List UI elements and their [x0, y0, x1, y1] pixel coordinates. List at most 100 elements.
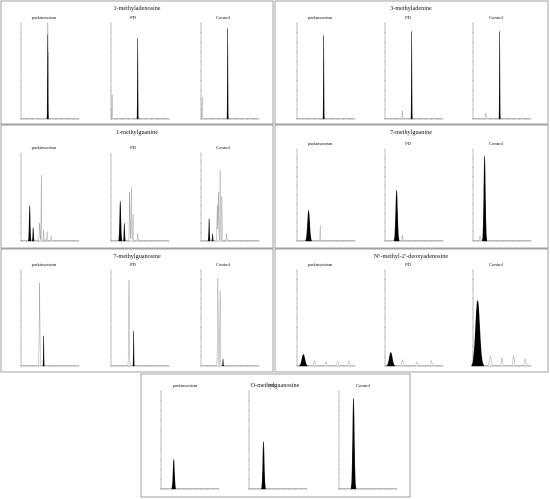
subplot-title-control: Control [216, 145, 231, 150]
integrated-peak [136, 38, 139, 120]
chromatogram-trace [201, 28, 259, 119]
subplot-pd [110, 22, 170, 120]
panel-o-methylguanosine: O-methylguanosine parkinsonism PD Contro… [140, 373, 411, 498]
chromatogram-trace [385, 351, 443, 366]
integrated-peak [305, 210, 312, 242]
panel-1-methyladenosine: 1-methyladenosine parkinsonism PD Contro… [0, 0, 274, 125]
integrated-peak [386, 352, 396, 367]
integrated-peak [211, 233, 214, 242]
panel-frame [274, 0, 549, 125]
panel-7-methylguanine: 7-methylguanine parkinsonism PD Control [274, 124, 549, 249]
subplot-title-parkinsonism: parkinsonism [32, 15, 57, 20]
integrated-peak [322, 35, 325, 120]
subplot-control [200, 22, 260, 120]
subplot-title-parkinsonism: parkinsonism [308, 141, 333, 146]
subplot-title-control: Control [489, 141, 504, 146]
subplot-title-parkinsonism: parkinsonism [32, 262, 57, 267]
subplot-parkinsonism [296, 22, 356, 120]
subplot-title-control: Control [216, 262, 231, 267]
subplot-title-parkinsonism: parkinsonism [308, 262, 333, 267]
panel-frame [0, 248, 274, 373]
integrated-peak [28, 205, 32, 242]
subplot-pd [110, 152, 170, 242]
subplot-parkinsonism [296, 148, 356, 242]
panel-title: O-methylguanosine [251, 382, 300, 389]
subplot-title-parkinsonism: parkinsonism [173, 383, 198, 388]
subplot-title-control: Control [489, 15, 504, 20]
integrated-peak [171, 459, 176, 490]
subplot-title-pd: PD [130, 15, 137, 20]
panel-7-methylguanosine: 7-methylguanosine parkinsonism PD Contro… [0, 248, 274, 373]
integrated-peak [47, 51, 49, 120]
subplot-control [338, 390, 398, 490]
subplot-title-pd: PD [130, 145, 137, 150]
chromatogram-trace [339, 398, 397, 489]
subplot-parkinsonism [296, 269, 356, 367]
integrated-peak [118, 201, 123, 242]
integrated-peak [393, 190, 400, 242]
subplot-parkinsonism [20, 269, 80, 367]
subplot-pd [384, 148, 444, 242]
subplot-title-control: Control [489, 262, 504, 267]
subplot-pd [110, 269, 170, 367]
chromatogram-trace [249, 441, 307, 489]
subplot-title-pd: PD [269, 383, 276, 388]
integrated-peak [132, 331, 135, 367]
panel-frame [0, 0, 274, 125]
integrated-peak [31, 227, 35, 242]
subplot-title-pd: PD [130, 262, 137, 267]
panel-frame [0, 124, 274, 249]
subplot-parkinsonism [20, 22, 80, 120]
integrated-peak [471, 300, 484, 367]
subplot-title-parkinsonism: parkinsonism [32, 145, 57, 150]
subplot-parkinsonism [160, 390, 220, 490]
panel-3-methyladenine: 3-methyladenine parkinsonism PD Control [274, 0, 549, 125]
subplot-title-control: Control [216, 15, 231, 20]
subplot-control [471, 269, 532, 367]
subplot-control [200, 269, 260, 367]
integrated-peak [498, 31, 501, 120]
chromatogram-trace [201, 278, 259, 366]
subplot-title-pd: PD [405, 262, 412, 267]
panel-1-methylguanine: 1-methylguanine parkinsonism PD Control [0, 124, 274, 249]
chromatogram-trace [111, 37, 169, 119]
panel-title: 3-methyladenine [390, 5, 432, 12]
chromatogram-trace [201, 170, 259, 241]
integrated-peak [207, 218, 211, 242]
integrated-peak [482, 156, 488, 242]
subplot-pd [384, 22, 444, 120]
integrated-peak [350, 398, 357, 490]
panel-title: 7-methylguanine [390, 129, 432, 136]
panel-title: N⁶-methyl-2′-deoxyadenosine [374, 253, 449, 260]
chromatogram-trace [21, 22, 79, 119]
subplot-pd [248, 390, 308, 490]
panel-frame [140, 373, 411, 498]
subplot-parkinsonism [20, 152, 80, 242]
integrated-peak [226, 28, 229, 120]
panel-title: 1-methylguanine [116, 129, 158, 136]
chromatogram-trace [385, 31, 443, 119]
integrated-peak [261, 441, 266, 490]
panel-n6-methyl-2-deoxyadenosine: N⁶-methyl-2′-deoxyadenosine parkinsonism… [274, 248, 549, 373]
subplot-control [472, 22, 532, 120]
panel-frame [274, 248, 549, 373]
subplot-control [200, 152, 260, 242]
subplot-control [472, 148, 532, 242]
integrated-peak [222, 358, 224, 367]
subplot-title-pd: PD [405, 141, 412, 146]
integrated-peak [123, 223, 126, 242]
subplot-title-pd: PD [405, 15, 412, 20]
chromatogram-trace [161, 458, 219, 489]
subplot-pd [384, 269, 444, 367]
subplot-title-control: Control [356, 383, 371, 388]
chromatogram-trace [21, 282, 79, 366]
subplot-title-parkinsonism: parkinsonism [308, 15, 333, 20]
chromatogram-trace [297, 34, 355, 119]
chromatogram-trace [111, 279, 169, 366]
panel-title: 1-methyladenosine [113, 5, 160, 12]
integrated-peak [42, 336, 45, 367]
panel-title: 7-methylguanosine [113, 253, 161, 260]
integrated-peak [410, 31, 413, 120]
chromatogram-trace [297, 353, 355, 366]
